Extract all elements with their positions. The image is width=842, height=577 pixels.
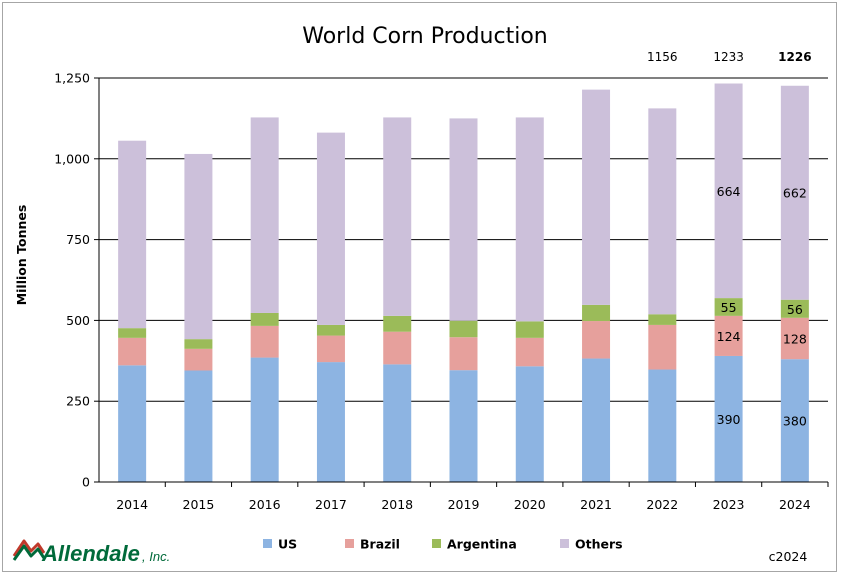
x-tick-label: 2024	[779, 497, 811, 512]
bar-brazil-2022	[648, 324, 677, 370]
bar-others-2020	[515, 117, 544, 322]
bar-brazil-2016	[250, 325, 279, 358]
x-tick-label: 2017	[315, 497, 347, 512]
bar-others-2014	[118, 140, 147, 329]
bar-argentina-2024	[780, 299, 809, 318]
bars	[118, 83, 809, 482]
bar-others-2015	[184, 153, 213, 340]
legend-label-us: US	[278, 537, 297, 552]
bar-brazil-2019	[449, 337, 478, 371]
bar-argentina-2017	[316, 324, 345, 336]
data-label-argentina-2023: 55	[721, 300, 737, 315]
bar-others-2022	[648, 108, 677, 315]
chart-title: World Corn Production	[302, 24, 548, 49]
bar-us-2021	[582, 358, 611, 482]
bar-brazil-2024	[780, 317, 809, 360]
data-label-brazil-2024: 128	[783, 331, 807, 346]
data-label-us-2024: 380	[783, 414, 807, 429]
legend-label-others: Others	[575, 537, 623, 552]
total-label-2023: 1233	[713, 50, 744, 64]
bar-argentina-2014	[118, 328, 147, 338]
data-labels: 390 124 55 664 380 128 56 662 1156 1233 1226	[647, 50, 812, 429]
logo-suffix: , Inc.	[142, 549, 170, 564]
bar-us-2017	[316, 362, 345, 482]
y-axis-label: Million Tonnes	[14, 205, 29, 306]
legend-label-brazil: Brazil	[360, 537, 400, 552]
bar-others-2016	[250, 117, 279, 313]
bar-brazil-2018	[383, 331, 412, 365]
bar-us-2016	[250, 357, 279, 482]
bar-argentina-2021	[582, 304, 611, 322]
bar-brazil-2023	[714, 315, 743, 356]
legend-swatch-brazil	[345, 539, 354, 548]
bar-brazil-2015	[184, 348, 213, 371]
bar-others-2019	[449, 118, 478, 321]
bar-brazil-2020	[515, 337, 544, 367]
axes: 0 250 500 750 1,000 1,250 2014 2015 2016 2017 2018…	[54, 71, 829, 512]
bar-argentina-2015	[184, 339, 213, 349]
bar-others-2018	[383, 117, 412, 316]
bar-brazil-2021	[582, 321, 611, 359]
legend: US Brazil Argentina Others	[263, 537, 623, 552]
y-tick-label: 750	[66, 232, 90, 247]
legend-swatch-us	[263, 539, 272, 548]
copyright-text: c2024	[769, 549, 808, 564]
bar-us-2023	[714, 355, 743, 482]
data-label-argentina-2024: 56	[787, 302, 803, 317]
bar-argentina-2020	[515, 321, 544, 338]
x-tick-label: 2023	[713, 497, 745, 512]
data-label-others-2024: 662	[783, 186, 807, 201]
bar-argentina-2023	[714, 298, 743, 316]
x-tick-label: 2014	[116, 497, 148, 512]
bar-us-2022	[648, 369, 677, 482]
bar-others-2021	[582, 89, 611, 305]
bar-argentina-2018	[383, 315, 412, 332]
legend-swatch-argentina	[432, 539, 441, 548]
y-tick-label: 1,000	[54, 151, 90, 166]
x-tick-label: 2018	[381, 497, 413, 512]
bar-others-2023	[714, 83, 743, 299]
bar-others-2017	[316, 132, 345, 325]
legend-swatch-others	[560, 539, 569, 548]
allendale-logo: Allendale , Inc.	[12, 539, 170, 566]
y-tick-label: 1,250	[54, 71, 90, 86]
y-tick-label: 250	[66, 394, 90, 409]
bar-us-2020	[515, 366, 544, 482]
data-label-others-2023: 664	[717, 184, 741, 199]
bar-argentina-2022	[648, 314, 677, 325]
bar-us-2018	[383, 364, 412, 482]
bar-brazil-2017	[316, 335, 345, 363]
y-tick-label: 500	[66, 313, 90, 328]
bar-us-2014	[118, 365, 147, 482]
bar-others-2024	[780, 85, 809, 300]
data-label-us-2023: 390	[717, 412, 741, 427]
x-tick-label: 2022	[646, 497, 678, 512]
bar-argentina-2019	[449, 320, 478, 338]
bar-us-2019	[449, 370, 478, 482]
x-tick-label: 2019	[448, 497, 480, 512]
allendale-mountain-logo-icon	[12, 539, 46, 557]
bar-brazil-2014	[118, 337, 147, 366]
bar-us-2015	[184, 370, 213, 482]
x-tick-label: 2020	[514, 497, 546, 512]
total-label-2024: 1226	[778, 50, 811, 64]
total-label-2022: 1156	[647, 50, 678, 64]
x-tick-label: 2021	[580, 497, 612, 512]
data-label-brazil-2023: 124	[717, 329, 741, 344]
bar-us-2024	[780, 359, 809, 482]
bar-argentina-2016	[250, 312, 279, 326]
x-tick-label: 2015	[183, 497, 215, 512]
x-tick-label: 2016	[249, 497, 281, 512]
y-tick-label: 0	[82, 475, 90, 490]
legend-label-argentina: Argentina	[447, 537, 517, 552]
logo-text: Allendale	[41, 541, 140, 566]
